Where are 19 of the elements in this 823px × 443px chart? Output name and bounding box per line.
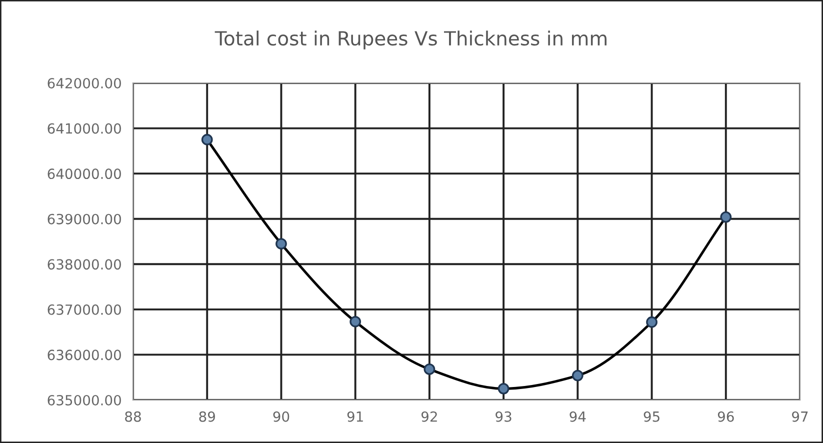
x-tick-label: 97 — [792, 411, 808, 422]
y-tick-label: 639000.00 — [48, 214, 121, 224]
x-tick-label: 91 — [347, 411, 363, 422]
y-tick-label: 637000.00 — [48, 304, 121, 315]
x-tick-label: 95 — [644, 411, 660, 422]
x-tick-label: 89 — [199, 411, 215, 422]
x-tick-label: 96 — [718, 411, 734, 422]
y-tick-label: 640000.00 — [48, 168, 121, 180]
x-tick-label: 93 — [496, 411, 512, 422]
y-tick-label: 642000.00 — [48, 78, 121, 88]
x-tick-label: 90 — [273, 411, 290, 422]
x-tick-label: 92 — [421, 411, 437, 422]
x-tick-label: 88 — [125, 411, 141, 422]
y-tick-label: 641000.00 — [48, 123, 121, 134]
y-tick-label: 638000.00 — [48, 259, 121, 270]
x-tick-label: 94 — [570, 411, 586, 422]
y-tick-label: 636000.00 — [48, 350, 121, 360]
chart-title: Total cost in Rupees Vs Thickness in mm — [214, 30, 606, 50]
y-tick-label: 635000.00 — [48, 394, 121, 406]
